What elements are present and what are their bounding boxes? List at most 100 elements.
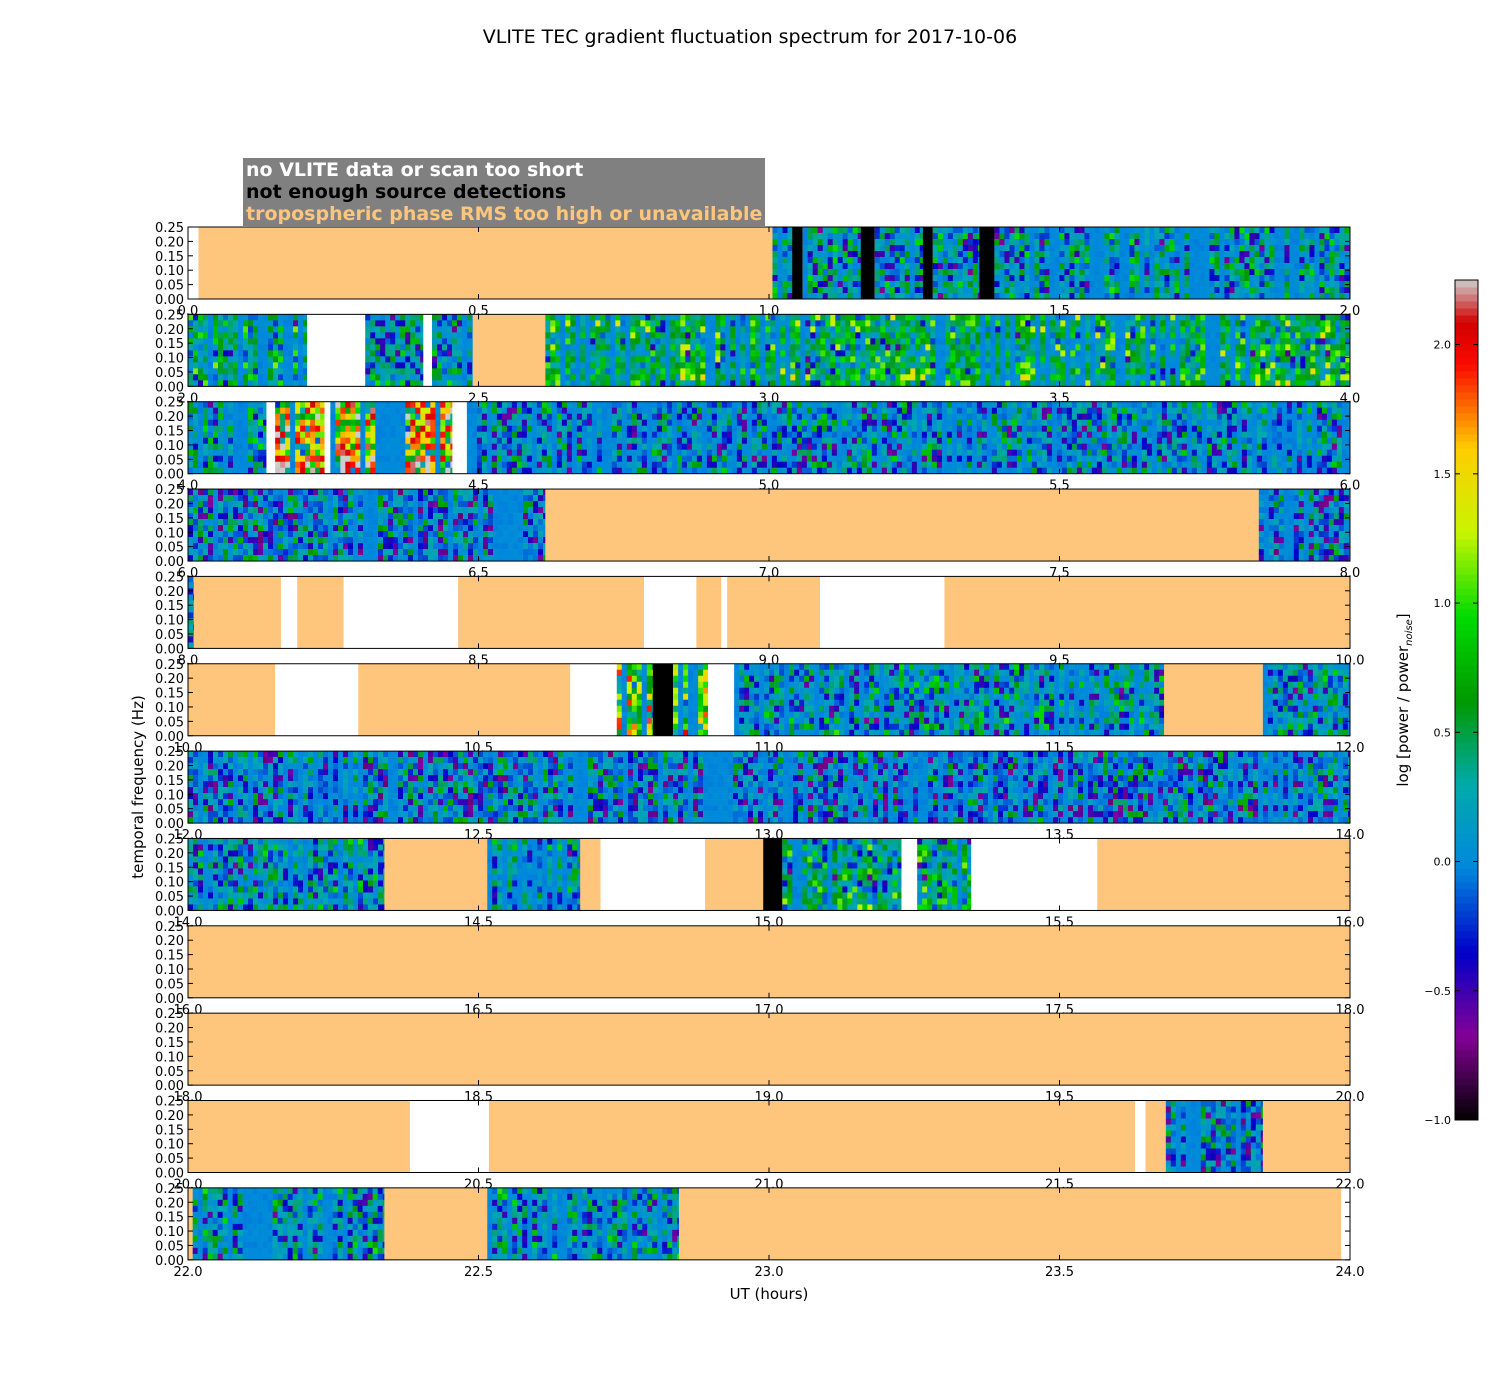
heat-cell: [810, 380, 816, 387]
heat-cell: [755, 374, 761, 381]
heat-cell: [889, 275, 896, 282]
heat-cell: [655, 338, 661, 345]
heat-cell: [847, 263, 853, 270]
heat-cell: [1204, 281, 1210, 288]
heat-cell: [305, 461, 311, 468]
heat-cell: [999, 233, 1005, 240]
heat-cell: [565, 314, 571, 321]
heat-cell: [675, 374, 681, 381]
heat-cell: [410, 350, 416, 357]
heat-cell: [1254, 257, 1260, 264]
heat-cell: [506, 425, 513, 432]
heat-cell: [1095, 374, 1101, 381]
heat-cell: [730, 332, 736, 339]
heat-cell: [560, 350, 566, 357]
heat-cell: [1185, 380, 1191, 387]
heat-cell: [536, 407, 543, 414]
heat-cell: [595, 380, 601, 387]
heat-cell: [660, 362, 666, 369]
heat-cell: [203, 320, 209, 327]
heat-cell: [631, 431, 638, 438]
heat-cell: [410, 437, 416, 444]
heat-cell: [1300, 380, 1306, 387]
heat-cell: [405, 449, 411, 456]
heat-cell: [1064, 239, 1070, 246]
heat-cell: [605, 344, 611, 351]
heat-cell: [1039, 257, 1045, 264]
heat-cell: [1100, 350, 1106, 357]
heat-cell: [1320, 374, 1326, 381]
heat-cell: [1065, 344, 1071, 351]
heat-cell: [263, 320, 269, 327]
heat-cell: [1259, 233, 1265, 240]
heat-cell: [601, 455, 608, 462]
heat-cell: [430, 455, 436, 462]
heat-cell: [1095, 350, 1101, 357]
heat-cell: [835, 362, 841, 369]
heat-cell: [188, 467, 194, 474]
heat-cell: [850, 380, 856, 387]
heat-cell: [253, 413, 259, 420]
heat-cell: [385, 419, 391, 426]
heat-cell: [1030, 326, 1036, 333]
heat-cell: [285, 467, 291, 474]
heat-cell: [681, 413, 688, 420]
heat-cell: [760, 320, 766, 327]
heat-cell: [1299, 287, 1305, 294]
heat-cell: [945, 356, 951, 363]
heat-cell: [218, 380, 224, 387]
heat-cell: [909, 263, 916, 270]
heat-cell: [350, 455, 356, 462]
heat-cell: [1280, 344, 1286, 351]
heat-cell: [375, 431, 381, 438]
heat-cell: [541, 431, 548, 438]
heat-cell: [380, 350, 386, 357]
heat-cell: [815, 320, 821, 327]
y-tick-label: 0.05: [155, 279, 184, 294]
heat-cell: [472, 368, 473, 375]
heat-cell: [857, 227, 862, 234]
heat-cell: [1015, 326, 1021, 333]
heat-cell: [805, 380, 811, 387]
panels-group: 0.000.050.100.150.200.250.0 0.5 1.0 1.5 2.00…: [155, 221, 1364, 1280]
heat-cell: [1059, 281, 1065, 288]
heat-cell: [365, 443, 371, 450]
heat-cell: [1190, 314, 1196, 321]
heat-cell: [198, 350, 204, 357]
heat-cell: [1025, 326, 1031, 333]
heat-cell: [491, 413, 498, 420]
heat-cell: [501, 425, 508, 432]
heat-cell: [1005, 344, 1011, 351]
segment-nodet: [922, 227, 933, 299]
heat-cell: [467, 350, 473, 357]
heat-cell: [812, 293, 818, 300]
heat-cell: [884, 269, 891, 276]
heat-cell: [865, 314, 871, 321]
heat-cell: [745, 368, 751, 375]
heat-cell: [293, 314, 299, 321]
heat-cell: [616, 413, 623, 420]
heat-cell: [310, 413, 316, 420]
heat-cell: [1290, 326, 1296, 333]
heat-cell: [1274, 275, 1280, 282]
heat-cell: [531, 443, 538, 450]
heat-cell: [919, 269, 924, 276]
heat-cell: [905, 362, 911, 369]
heat-cell: [390, 380, 396, 387]
heat-cell: [526, 413, 533, 420]
heat-cell: [1199, 263, 1205, 270]
heat-cell: [430, 413, 436, 420]
heat-cell: [785, 362, 791, 369]
heat-cell: [218, 356, 224, 363]
heat-cell: [802, 263, 808, 270]
heat-cell: [575, 338, 581, 345]
heat-cell: [1045, 326, 1051, 333]
heat-cell: [1119, 287, 1125, 294]
heat-cell: [365, 320, 371, 327]
heat-cell: [1205, 380, 1211, 387]
heat-cell: [380, 419, 386, 426]
heat-cell: [1105, 362, 1111, 369]
heat-cell: [755, 368, 761, 375]
heat-cell: [1004, 293, 1010, 300]
heat-cell: [1115, 314, 1121, 321]
